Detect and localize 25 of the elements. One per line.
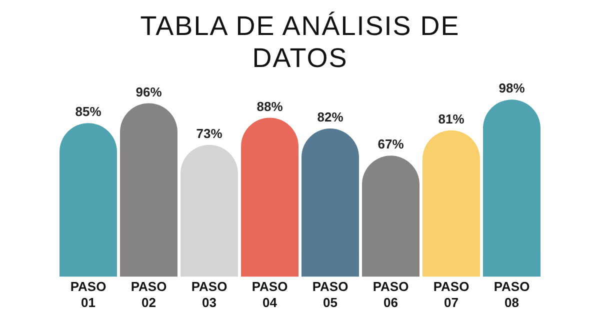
data-label: 88% — [256, 98, 284, 114]
bar — [241, 118, 298, 277]
data-label: 98% — [498, 80, 526, 96]
bar — [302, 128, 359, 277]
bar — [362, 156, 420, 277]
chart-title: TABLA DE ANÁLISIS DE DATOS — [139, 10, 461, 74]
bar — [60, 123, 117, 277]
x-tick-label: PASO 04 — [252, 279, 288, 310]
data-label: 81% — [438, 111, 465, 126]
data-label: 85% — [75, 104, 102, 120]
x-tick-label: PASO 01 — [70, 279, 106, 310]
bar — [422, 130, 480, 277]
bar — [180, 144, 238, 277]
data-label: 82% — [317, 110, 344, 125]
x-tick-label: PASO 08 — [494, 279, 530, 310]
data-label: 96% — [136, 84, 162, 100]
x-tick-label: PASO 06 — [372, 279, 409, 310]
x-tick-label: PASO 07 — [433, 279, 470, 310]
data-label: 67% — [378, 136, 404, 152]
bar — [483, 100, 540, 277]
x-tick-label: PASO 02 — [130, 279, 167, 310]
x-tick-label: PASO 03 — [191, 279, 228, 310]
x-tick-label: PASO 05 — [312, 279, 348, 310]
data-label: 73% — [196, 126, 223, 141]
bar — [120, 103, 178, 277]
